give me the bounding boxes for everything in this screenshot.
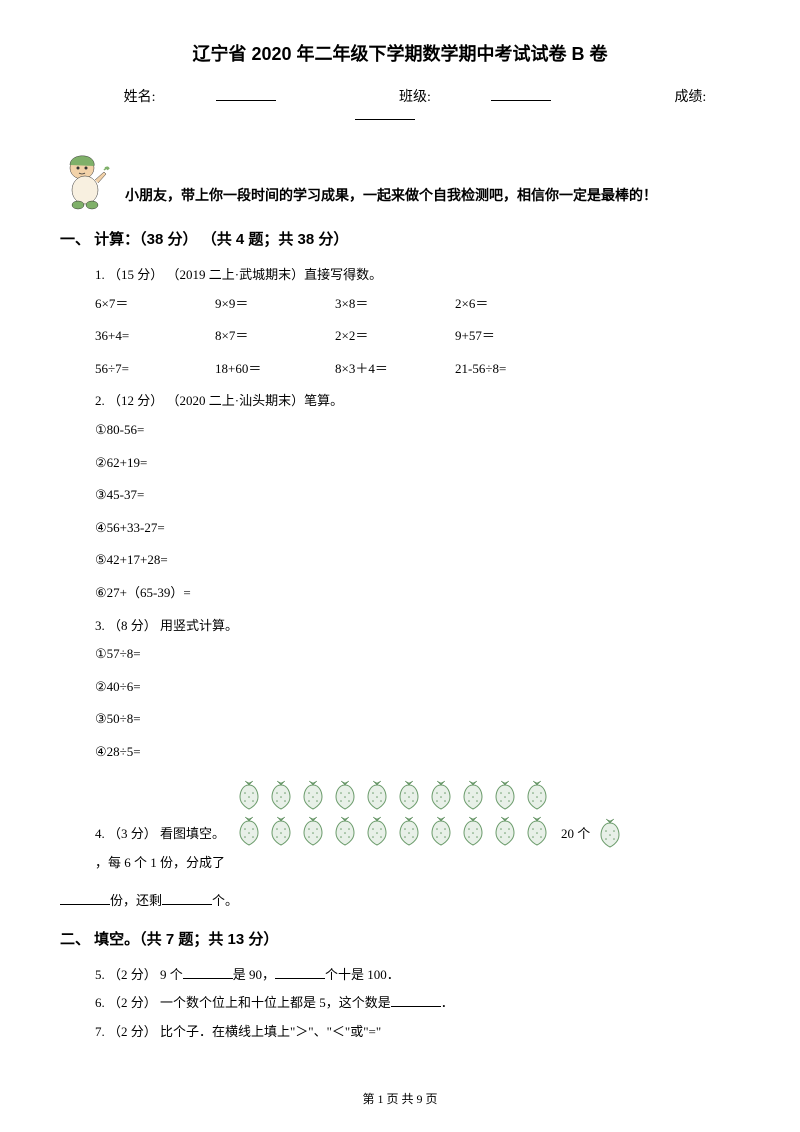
strawberry-icon [491, 779, 519, 811]
q3-item: ④28÷5= [95, 738, 740, 767]
answer-blank[interactable] [275, 967, 325, 979]
strawberry-icon [491, 815, 519, 847]
question-5: 5. （2 分） 9 个是 90，个十是 100． [95, 961, 740, 990]
strawberry-icon [267, 815, 295, 847]
class-blank[interactable] [491, 87, 551, 101]
q2-item: ④56+33-27= [95, 514, 740, 543]
cartoon-icon [60, 150, 110, 210]
exam-title: 辽宁省 2020 年二年级下学期数学期中考试试卷 B 卷 [60, 40, 740, 66]
q3-item: ③50÷8= [95, 705, 740, 734]
answer-blank[interactable] [183, 967, 233, 979]
question-1: 1. （15 分） （2019 二上·武城期末）直接写得数。 6×7＝ 9×9＝… [95, 261, 740, 916]
strawberry-icon [523, 779, 551, 811]
strawberry-icon [235, 815, 263, 847]
strawberry-icon [363, 815, 391, 847]
section-2-header: 二、 填空。（共 7 题；共 13 分） [60, 928, 740, 949]
q4-suffix: ，每 6 个 1 份，分成了 [95, 849, 225, 878]
strawberry-group [233, 777, 553, 849]
q3-prompt: 3. （8 分） 用竖式计算。 [95, 612, 740, 641]
strawberry-icon [267, 779, 295, 811]
q1-row2: 36+4= 8×7＝ 2×2＝ 9+57＝ [95, 322, 740, 351]
q1-row3: 56÷7= 18+60＝ 8×3＋4＝ 21-56÷8= [95, 355, 740, 384]
strawberry-icon [299, 815, 327, 847]
strawberry-icon [331, 779, 359, 811]
name-blank[interactable] [216, 87, 276, 101]
strawberry-icon [459, 815, 487, 847]
score-label: 成绩: [674, 90, 706, 105]
q1-prompt: 1. （15 分） （2019 二上·武城期末）直接写得数。 [95, 261, 740, 290]
q4-count: 20 个 [561, 820, 590, 849]
q2-item: ⑥27+（65-39）= [95, 579, 740, 608]
question-7: 7. （2 分） 比个子．在横线上填上"＞"、"＜"或"=" [95, 1018, 740, 1047]
strawberry-icon [395, 815, 423, 847]
answer-blank[interactable] [60, 893, 110, 905]
tip-text: 小朋友，带上你一段时间的学习成果，一起来做个自我检测吧，相信你一定是最棒的！ [125, 185, 657, 210]
strawberry-icon [427, 815, 455, 847]
answer-blank[interactable] [391, 995, 441, 1007]
q2-item: ②62+19= [95, 449, 740, 478]
tip-row: 小朋友，带上你一段时间的学习成果，一起来做个自我检测吧，相信你一定是最棒的！ [60, 150, 740, 210]
strawberry-icon [459, 779, 487, 811]
question-6: 6. （2 分） 一个数个位上和十位上都是 5，这个数是． [95, 989, 740, 1018]
name-label: 姓名: [124, 90, 156, 105]
section-1-header: 一、 计算：（38 分） （共 4 题；共 38 分） [60, 228, 740, 249]
strawberry-icon [299, 779, 327, 811]
q3-item: ②40÷6= [95, 673, 740, 702]
strawberry-icon [395, 779, 423, 811]
score-blank[interactable] [355, 106, 415, 120]
q3-item: ①57÷8= [95, 640, 740, 669]
answer-blank[interactable] [162, 893, 212, 905]
q1-row1: 6×7＝ 9×9＝ 3×8＝ 2×6＝ [95, 290, 740, 319]
strawberry-icon [363, 779, 391, 811]
q2-item: ①80-56= [95, 416, 740, 445]
strawberry-icon [596, 817, 624, 849]
q4-line2: 份，还剩个。 [60, 887, 740, 916]
strawberry-icon [331, 815, 359, 847]
class-label: 班级: [399, 90, 431, 105]
strawberry-icon [235, 779, 263, 811]
student-info-line: 姓名: 班级: 成绩: [60, 86, 740, 125]
q4-prefix: 4. （3 分） 看图填空。 [95, 820, 225, 849]
strawberry-icon [523, 815, 551, 847]
q2-item: ⑤42+17+28= [95, 546, 740, 575]
page-footer: 第 1 页 共 9 页 [0, 1090, 800, 1107]
q2-item: ③45-37= [95, 481, 740, 510]
q2-prompt: 2. （12 分） （2020 二上·汕头期末）笔算。 [95, 387, 740, 416]
section-2-body: 5. （2 分） 9 个是 90，个十是 100． 6. （2 分） 一个数个位… [95, 961, 740, 1047]
question-4: 4. （3 分） 看图填空。 [95, 777, 740, 878]
strawberry-icon [427, 779, 455, 811]
